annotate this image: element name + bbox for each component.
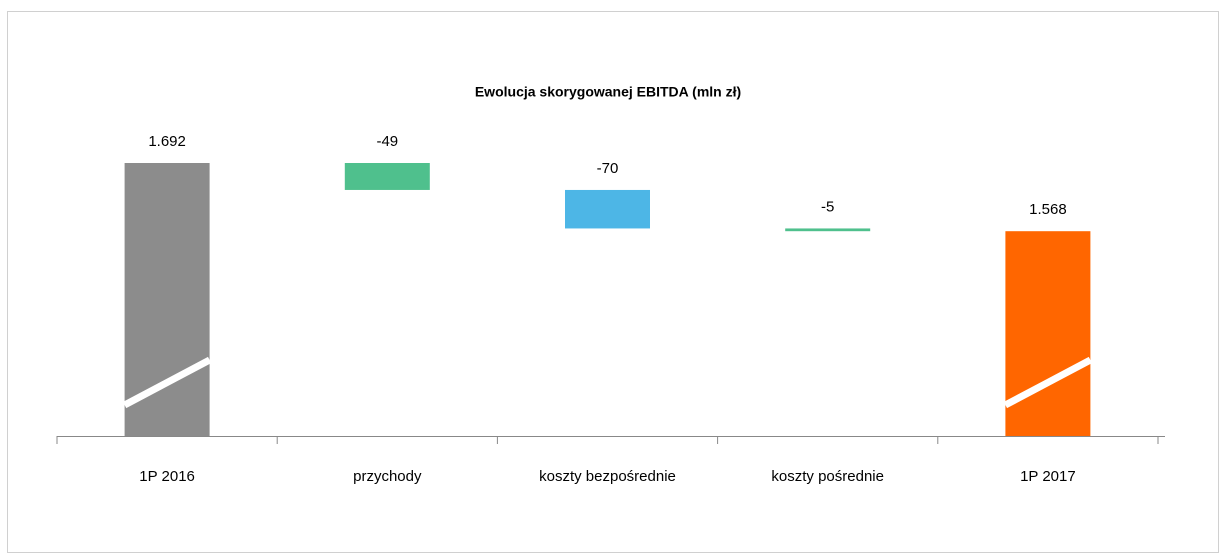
x-tick-label: koszty bezpośrednie xyxy=(539,468,676,485)
bar xyxy=(1005,231,1091,436)
chart-title: Ewolucja skorygowanej EBITDA (mln zł) xyxy=(475,84,741,100)
data-label: -5 xyxy=(821,198,834,215)
x-tick-label: 1P 2016 xyxy=(139,468,195,485)
bar xyxy=(785,228,871,232)
data-label: -49 xyxy=(376,133,398,150)
bar xyxy=(124,163,210,436)
data-label: -70 xyxy=(597,160,619,177)
axis-break xyxy=(122,356,212,409)
bar xyxy=(565,189,650,229)
bar xyxy=(344,163,430,190)
x-tick-label: przychody xyxy=(353,468,422,485)
data-label: 1.568 xyxy=(1029,201,1067,218)
data-label: 1.692 xyxy=(148,133,186,150)
x-tick-label: koszty pośrednie xyxy=(771,468,884,485)
axis-break xyxy=(1003,356,1093,409)
x-tick-label: 1P 2017 xyxy=(1020,468,1076,485)
